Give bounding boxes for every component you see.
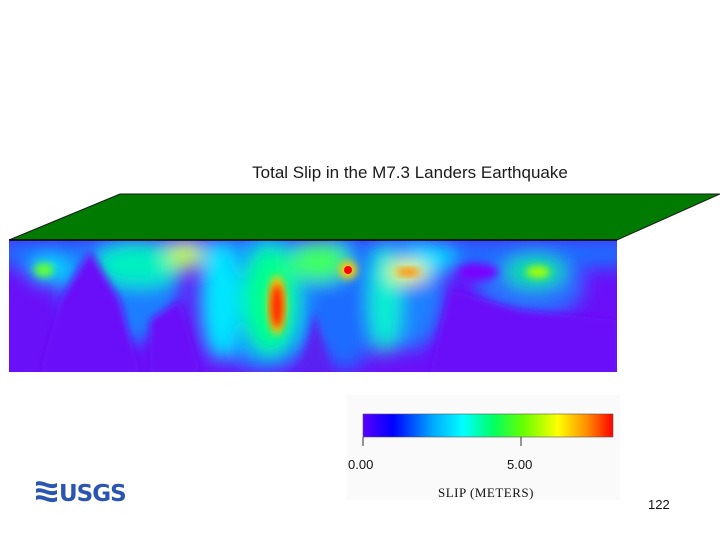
page-number: 122: [648, 497, 670, 512]
usgs-logo: USGS: [36, 481, 127, 506]
colorbar: [362, 413, 614, 438]
slip-hotspot-third: [396, 268, 420, 276]
colorbar-tick-label-max: 5.00: [507, 457, 533, 472]
slip-map: [9, 240, 617, 372]
slip-hotspot-main: [271, 284, 283, 328]
colorbar-units-label: SLIP (METERS): [438, 485, 534, 500]
figure-title: Total Slip in the M7.3 Landers Earthquak…: [252, 163, 568, 182]
colorbar-tick-label-min: 0.00: [348, 457, 374, 472]
usgs-logo-text: USGS: [59, 481, 126, 506]
ground-surface: [8, 193, 720, 241]
slip-hotspot-secondary: [344, 266, 352, 274]
scale-background: [347, 395, 620, 500]
